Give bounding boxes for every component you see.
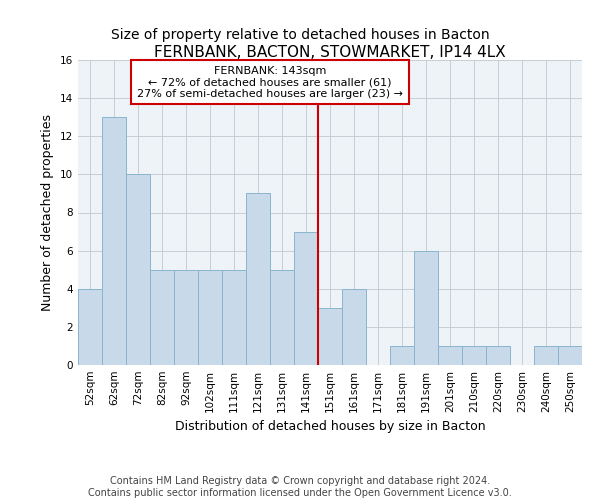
Bar (78, 289, 102, 365)
Bar (462, 346, 486, 365)
Text: Size of property relative to detached houses in Bacton: Size of property relative to detached ho… (110, 28, 490, 42)
Y-axis label: Number of detached properties: Number of detached properties (41, 114, 55, 311)
Bar (294, 232, 318, 365)
Bar (150, 270, 174, 365)
Bar (534, 346, 558, 365)
Text: FERNBANK: 143sqm
← 72% of detached houses are smaller (61)
27% of semi-detached : FERNBANK: 143sqm ← 72% of detached house… (137, 66, 403, 99)
Bar (486, 346, 510, 365)
Bar (198, 270, 222, 365)
Bar (126, 174, 150, 365)
Bar (342, 289, 366, 365)
X-axis label: Distribution of detached houses by size in Bacton: Distribution of detached houses by size … (175, 420, 485, 434)
Bar (102, 117, 126, 365)
Bar (174, 270, 198, 365)
Bar (318, 308, 342, 365)
Bar (390, 346, 414, 365)
Text: Contains HM Land Registry data © Crown copyright and database right 2024.
Contai: Contains HM Land Registry data © Crown c… (88, 476, 512, 498)
Bar (438, 346, 462, 365)
Title: FERNBANK, BACTON, STOWMARKET, IP14 4LX: FERNBANK, BACTON, STOWMARKET, IP14 4LX (154, 45, 506, 60)
Bar (222, 270, 246, 365)
Bar (414, 250, 438, 365)
Bar (246, 194, 270, 365)
Bar (270, 270, 294, 365)
Bar (558, 346, 582, 365)
